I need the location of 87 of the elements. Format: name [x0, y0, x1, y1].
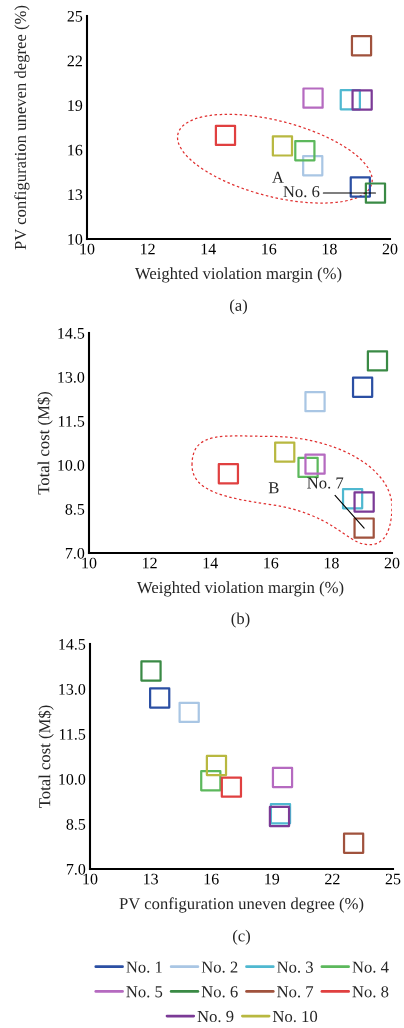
point [349, 176, 371, 198]
y-axis-title: Total cost (M$) [37, 392, 53, 495]
point [350, 35, 373, 57]
point [304, 390, 326, 413]
y-tick-label: 10.0 [59, 773, 86, 785]
y-tick-label: 13.0 [59, 683, 86, 695]
annotation: No. 6 [283, 186, 320, 198]
legend-label: No. 4 [352, 961, 389, 973]
y-tick-label: 13 [68, 189, 83, 201]
x-tick-label: 13 [144, 873, 158, 885]
point [220, 776, 243, 798]
point [364, 182, 387, 204]
point [342, 832, 365, 854]
text: (c) [232, 929, 251, 945]
x-tick-label: 20 [384, 557, 400, 569]
y-tick-label: 10.0 [58, 459, 85, 471]
point [217, 463, 240, 485]
x-tick-label: 10 [80, 243, 95, 255]
x-tick-label: 12 [143, 557, 157, 569]
point [302, 155, 324, 177]
x-tick-label: 18 [322, 243, 337, 255]
y-tick-label: 25 [67, 10, 83, 22]
text: (b) [231, 612, 250, 628]
legend-label: No. 7 [277, 986, 314, 998]
point [294, 140, 316, 162]
point [274, 441, 296, 463]
point [304, 453, 326, 475]
y-tick-label: 7.0 [66, 863, 86, 875]
y-axis-title: PV configuration uneven degree (%) [14, 5, 30, 250]
legend-label: No. 6 [201, 986, 238, 998]
x-tick-label: 16 [264, 557, 279, 569]
point [351, 376, 374, 398]
legend-label: No. 3 [277, 961, 313, 973]
y-tick-label: 22 [67, 55, 82, 67]
y-tick-label: 8.5 [65, 503, 85, 515]
legend-label: No. 10 [272, 1010, 318, 1023]
y-tick-label: 11.5 [58, 416, 85, 427]
x-tick-label: 10 [83, 873, 98, 885]
point [351, 89, 373, 111]
point [200, 770, 222, 792]
point [297, 456, 319, 479]
point [341, 488, 364, 510]
point [302, 87, 324, 109]
y-tick-label: 8.5 [66, 818, 86, 830]
y-tick-label: 16 [68, 144, 83, 156]
x-axis-title: Weighted violation margin (%) [136, 581, 344, 597]
x-tick-label: 14 [201, 243, 216, 255]
x-tick-label: 20 [382, 243, 398, 255]
y-tick-label: 10 [68, 233, 83, 245]
point [214, 124, 237, 147]
legend-label: No. 8 [352, 986, 389, 998]
x-tick-label: 25 [385, 873, 401, 885]
x-tick-label: 14 [203, 557, 218, 569]
x-axis-title: Weighted violation margin (%) [134, 267, 342, 283]
legend-label: No. 1 [126, 961, 162, 973]
x-tick-label: 16 [262, 243, 277, 255]
y-tick-label: 7.0 [65, 547, 85, 559]
y-axis-title: Total cost (M$) [38, 705, 54, 808]
point [271, 766, 294, 789]
x-tick-label: 16 [204, 873, 219, 885]
y-tick-label: 19 [68, 100, 83, 111]
x-axis-title: PV configuration uneven degree (%) [119, 897, 364, 913]
point [271, 135, 294, 157]
y-tick-label: 13.0 [58, 371, 85, 383]
annotation: B [268, 482, 279, 494]
point [140, 660, 162, 682]
x-tick-label: 12 [141, 243, 155, 255]
x-tick-label: 19 [265, 873, 280, 885]
legend-label: No. 9 [197, 1010, 234, 1023]
point [353, 491, 375, 513]
point [149, 687, 171, 709]
point [178, 701, 200, 724]
point [366, 350, 389, 372]
y-tick-label: 11.5 [59, 729, 86, 740]
legend-label: No. 5 [126, 986, 163, 998]
y-tick-label: 14.5 [58, 328, 85, 339]
legend-label: No. 2 [201, 961, 238, 973]
point [339, 89, 361, 111]
point [205, 754, 228, 777]
annotation: No. 7 [307, 477, 344, 489]
x-tick-label: 22 [325, 873, 340, 885]
annotation: A [272, 171, 284, 183]
x-tick-label: 18 [324, 557, 339, 569]
text: (a) [229, 299, 248, 315]
x-tick-label: 10 [82, 557, 97, 569]
point [353, 517, 375, 539]
y-tick-label: 14.5 [59, 639, 86, 650]
